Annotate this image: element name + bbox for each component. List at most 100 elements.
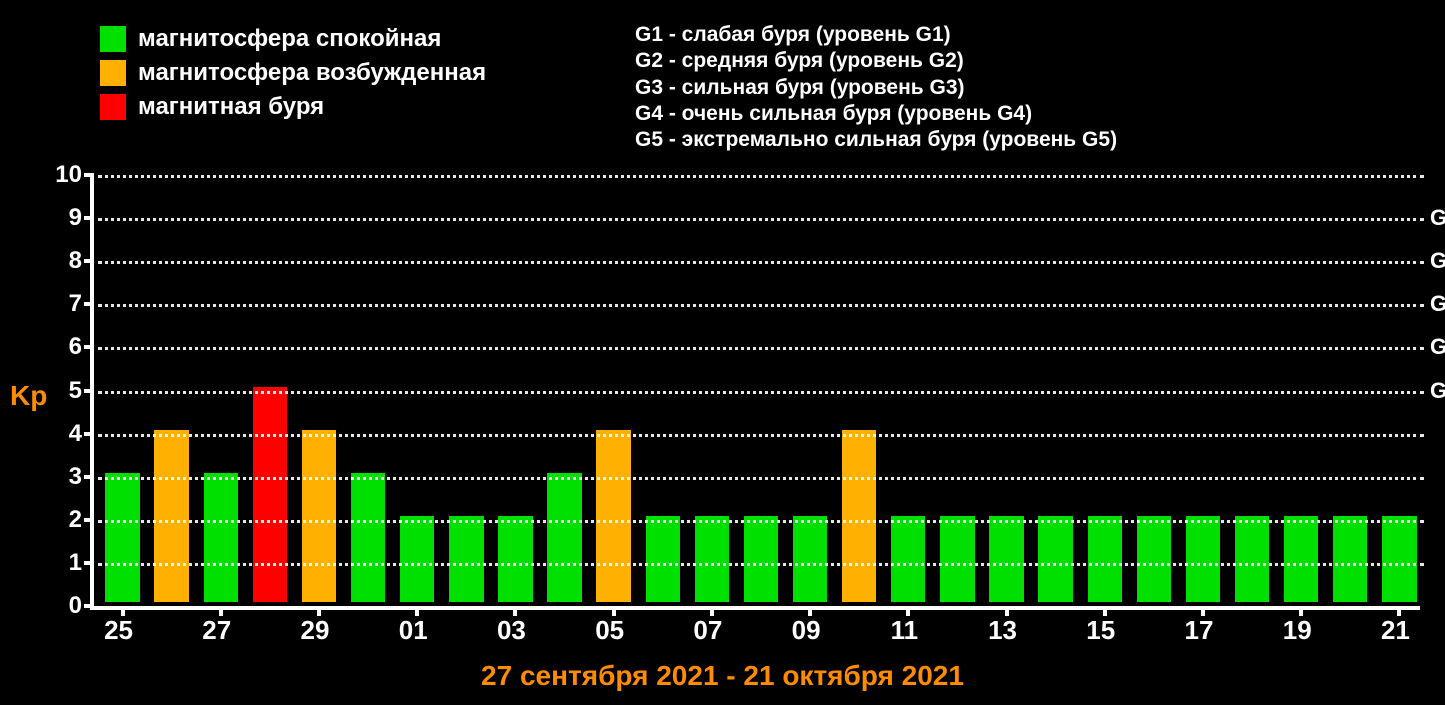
- legend-item: магнитная буря: [100, 93, 486, 121]
- bar-slot: [98, 171, 147, 602]
- gscale-descriptions: G1 - слабая буря (уровень G1)G2 - средня…: [635, 22, 1117, 153]
- bar-slot: [1178, 171, 1227, 602]
- bars-group: [98, 171, 1424, 602]
- x-tick-label: 01: [399, 615, 428, 646]
- bar-slot: [344, 171, 393, 602]
- bar: [842, 430, 876, 602]
- bar: [253, 387, 287, 603]
- legend: магнитосфера спокойнаямагнитосфера возбу…: [100, 25, 486, 127]
- bar: [891, 516, 925, 602]
- gridline: [98, 391, 1424, 394]
- bar: [1137, 516, 1171, 602]
- bar-slot: [540, 171, 589, 602]
- gscale-line: G1 - слабая буря (уровень G1): [635, 22, 1117, 48]
- g-level-label: G2: [1430, 334, 1445, 360]
- bar-slot: [491, 171, 540, 602]
- x-tick-label: 19: [1283, 615, 1312, 646]
- bar-slot: [147, 171, 196, 602]
- bar-slot: [1277, 171, 1326, 602]
- legend-swatch: [100, 94, 126, 120]
- bar: [105, 473, 139, 602]
- bar-slot: [884, 171, 933, 602]
- gscale-line: G5 - экстремально сильная буря (уровень …: [635, 127, 1117, 153]
- bar: [449, 516, 483, 602]
- legend-swatch: [100, 60, 126, 86]
- x-tick-label: 03: [497, 615, 526, 646]
- y-tick-label: 2: [42, 506, 82, 534]
- y-tick-label: 1: [42, 549, 82, 577]
- bar-slot: [835, 171, 884, 602]
- y-tick-mark: [84, 475, 94, 479]
- bar: [1333, 516, 1367, 602]
- bar-slot: [1326, 171, 1375, 602]
- x-tick-label: 11: [891, 615, 919, 646]
- y-tick-mark: [84, 345, 94, 349]
- gridline: [98, 434, 1424, 437]
- x-tick-label: 09: [792, 615, 821, 646]
- y-tick-label: 5: [42, 377, 82, 405]
- y-tick-label: 10: [42, 161, 82, 189]
- y-tick-mark: [84, 302, 94, 306]
- x-tick-label: 07: [693, 615, 722, 646]
- bar-slot: [982, 171, 1031, 602]
- bar-slot: [589, 171, 638, 602]
- y-tick-label: 0: [42, 592, 82, 620]
- bar: [793, 516, 827, 602]
- y-tick-label: 4: [42, 420, 82, 448]
- bar-slot: [1129, 171, 1178, 602]
- y-tick-mark: [84, 216, 94, 220]
- bar-slot: [442, 171, 491, 602]
- bar-slot: [1228, 171, 1277, 602]
- bar: [154, 430, 188, 602]
- bar-slot: [1080, 171, 1129, 602]
- bar: [302, 430, 336, 602]
- legend-swatch: [100, 26, 126, 52]
- gridline: [98, 477, 1424, 480]
- x-tick-label: 27: [202, 615, 231, 646]
- bar-slot: [1375, 171, 1424, 602]
- bar: [400, 516, 434, 602]
- legend-item: магнитосфера возбужденная: [100, 59, 486, 87]
- y-tick-mark: [84, 432, 94, 436]
- gridline: [98, 347, 1424, 350]
- gridline: [98, 304, 1424, 307]
- y-tick-label: 6: [42, 333, 82, 361]
- bar: [1382, 516, 1416, 602]
- gscale-line: G3 - сильная буря (уровень G3): [635, 75, 1117, 101]
- date-range-subtitle: 27 сентября 2021 - 21 октября 2021: [0, 660, 1445, 692]
- gscale-line: G2 - средняя буря (уровень G2): [635, 48, 1117, 74]
- gridline: [98, 563, 1424, 566]
- x-tick-label: 25: [104, 615, 133, 646]
- bar-slot: [294, 171, 343, 602]
- x-tick-label: 05: [595, 615, 624, 646]
- chart-container: магнитосфера спокойнаямагнитосфера возбу…: [0, 0, 1445, 705]
- g-level-label: G3: [1430, 291, 1445, 317]
- y-tick-mark: [84, 561, 94, 565]
- gscale-line: G4 - очень сильная буря (уровень G4): [635, 101, 1117, 127]
- y-tick-mark: [84, 604, 94, 608]
- bar: [646, 516, 680, 602]
- y-tick-mark: [84, 173, 94, 177]
- bar: [744, 516, 778, 602]
- bar-slot: [786, 171, 835, 602]
- x-tick-label: 15: [1086, 615, 1115, 646]
- plot-area: [90, 175, 1420, 610]
- x-tick-label: 17: [1185, 615, 1214, 646]
- bar: [1235, 516, 1269, 602]
- bar: [1088, 516, 1122, 602]
- x-tick-label: 21: [1381, 615, 1410, 646]
- bar-slot: [245, 171, 294, 602]
- g-level-label: G4: [1430, 248, 1445, 274]
- bar: [596, 430, 630, 602]
- bar-slot: [393, 171, 442, 602]
- x-tick-label: 29: [301, 615, 330, 646]
- g-level-label: G5: [1430, 205, 1445, 231]
- bar: [498, 516, 532, 602]
- gridline: [98, 218, 1424, 221]
- bar: [940, 516, 974, 602]
- bar: [351, 473, 385, 602]
- bar: [695, 516, 729, 602]
- bar: [1038, 516, 1072, 602]
- y-tick-label: 7: [42, 290, 82, 318]
- bar: [989, 516, 1023, 602]
